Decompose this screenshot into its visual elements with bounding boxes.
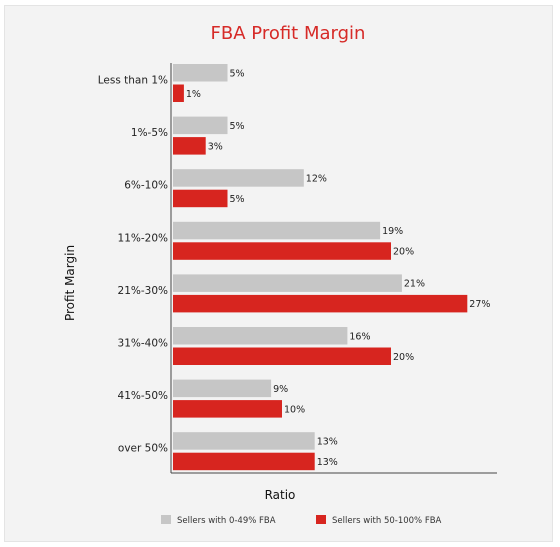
bar-value-label: 27% [469, 299, 490, 310]
bar-value-label: 5% [230, 194, 245, 205]
bar-chart: FBA Profit Margin Less than 1% 1%-5% 6%-10… [63, 23, 497, 526]
bar-value-label: 5% [230, 68, 245, 79]
chart-panel: FBA Profit Margin Less than 1% 1%-5% 6%-10… [4, 5, 553, 542]
bar [173, 64, 228, 82]
bar [173, 242, 391, 260]
value-labels: 5% 1% 5% 3% 12% 5% 19% 20% 21% 27% 16% 20% 9% 10% 13% 1… [186, 68, 491, 468]
bars-group [173, 64, 468, 471]
bar-value-label: 19% [382, 226, 403, 237]
bar-value-label: 3% [208, 141, 223, 152]
bar-value-label: 16% [349, 331, 370, 342]
bar-value-label: 21% [404, 279, 425, 290]
bar-value-label: 12% [306, 173, 327, 184]
bar [173, 347, 391, 365]
bar-value-label: 1% [186, 89, 201, 100]
bar [173, 116, 228, 135]
bar [173, 189, 228, 208]
bar [173, 84, 184, 102]
legend-label: Sellers with 0-49% FBA [177, 516, 276, 526]
category-label: 11%-20% [118, 232, 168, 244]
category-label: 1%-5% [131, 127, 168, 139]
bar [173, 379, 272, 398]
bar [173, 327, 348, 345]
legend-swatch [316, 515, 326, 524]
category-label: 41%-50% [118, 390, 168, 402]
category-labels: Less than 1% 1%-5% 6%-10% 11%-20% 21%-30% 31%… [98, 75, 168, 455]
y-axis-label: Profit Margin [63, 245, 77, 321]
bar-value-label: 5% [230, 121, 245, 132]
category-label: 31%-40% [118, 338, 168, 350]
bar [173, 432, 315, 450]
bar [173, 169, 304, 187]
bar-value-label: 10% [284, 404, 305, 415]
category-label: Less than 1% [98, 75, 168, 87]
legend-label: Sellers with 50-100% FBA [332, 516, 442, 526]
category-label: over 50% [118, 443, 168, 455]
bar [173, 452, 315, 471]
bar-value-label: 20% [393, 247, 414, 258]
bar [173, 294, 468, 313]
x-axis-label: Ratio [265, 488, 296, 502]
bar-value-label: 20% [393, 352, 414, 363]
legend: Sellers with 0-49% FBA Sellers with 50-10… [161, 515, 442, 526]
chart-title: FBA Profit Margin [211, 23, 366, 44]
bar [173, 221, 381, 240]
category-label: 6%-10% [124, 180, 168, 192]
bar [173, 137, 206, 155]
bar-value-label: 13% [317, 436, 338, 447]
category-label: 21%-30% [118, 285, 168, 297]
bar-value-label: 9% [273, 384, 288, 395]
bar-value-label: 13% [317, 457, 338, 468]
legend-swatch [161, 515, 171, 524]
bar [173, 400, 282, 418]
bar [173, 274, 402, 292]
